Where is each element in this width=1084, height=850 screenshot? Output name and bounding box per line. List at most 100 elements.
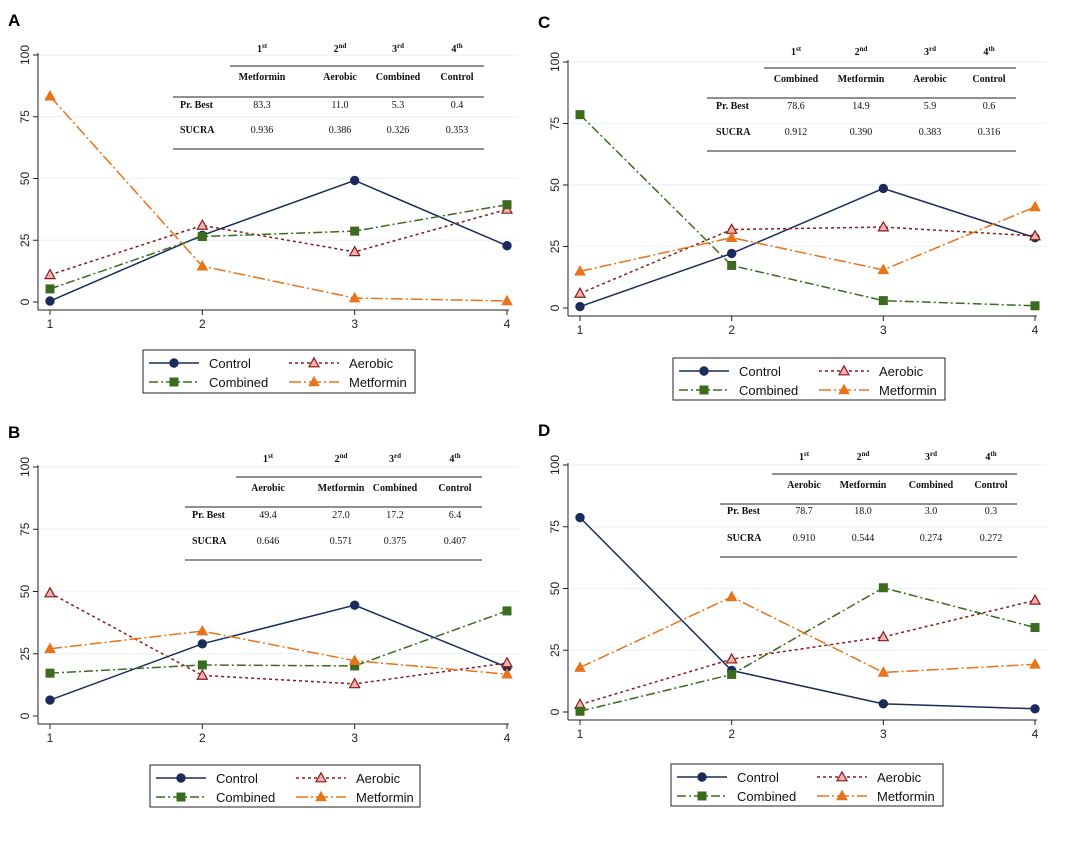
data-point-combined (502, 200, 512, 210)
data-point-control (45, 296, 55, 306)
table-pr-best-value: 0.3 (985, 506, 998, 517)
rank-header: 4th (451, 42, 462, 55)
chart-panel-b: B 0 25 50 75 100 1 2 3 4 1st 2nd 3rd 4th Aerobic Metfor… (8, 423, 519, 808)
data-point-combined (727, 260, 737, 270)
legend-marker-combined (176, 792, 186, 802)
legend-box (672, 357, 946, 401)
legend: Control Aerobic Combined Metformin (142, 349, 416, 394)
rank-header: 4th (985, 450, 996, 463)
panel-label: B (8, 423, 20, 442)
table-row-label: SUCRA (727, 533, 762, 544)
table-treatment: Control (974, 480, 1007, 491)
legend-marker-control (169, 358, 179, 368)
x-tick-label: 1 (47, 731, 54, 745)
table-pr-best-value: 78.6 (787, 101, 805, 112)
legend: Control Aerobic Combined Metformin (670, 763, 944, 807)
table-row-label: Pr. Best (727, 506, 761, 517)
panel-label: D (538, 421, 550, 440)
y-tick-label: 25 (548, 643, 562, 657)
table-treatment: Control (440, 72, 473, 83)
data-point-control (197, 639, 208, 649)
data-point-combined (197, 660, 207, 670)
legend-label-aerobic: Aerobic (356, 771, 401, 786)
rank-header: 2nd (855, 45, 868, 58)
y-tick-label: 50 (548, 178, 562, 192)
y-tick-label: 25 (18, 233, 32, 247)
data-point-combined (575, 706, 585, 716)
data-point-metformin (1029, 658, 1041, 669)
data-point-metformin (196, 259, 209, 271)
table-sucra-value: 0.316 (978, 127, 1001, 138)
table-treatment: Metformin (838, 74, 885, 85)
legend-label-aerobic: Aerobic (877, 770, 922, 785)
series-line-aerobic (49, 592, 508, 685)
x-tick-label: 4 (504, 317, 511, 331)
table-treatment: Control (438, 483, 471, 494)
panel-label: C (538, 13, 550, 32)
data-point-metformin (196, 624, 209, 636)
table-pr-best-value: 14.9 (852, 101, 870, 112)
table-treatment: Aerobic (251, 483, 285, 494)
x-tick-label: 2 (728, 323, 735, 337)
data-point-metformin (574, 661, 586, 672)
table-row-label: SUCRA (192, 536, 227, 547)
legend-label-combined: Combined (216, 790, 275, 805)
y-tick-label: 0 (18, 712, 32, 719)
series-line-metformin (49, 95, 508, 302)
data-point-aerobic (196, 218, 209, 230)
table-pr-best-value: 17.2 (386, 510, 404, 521)
table-sucra-value: 0.326 (387, 125, 410, 136)
y-tick-label: 75 (548, 117, 562, 131)
series-line-aerobic (49, 208, 508, 276)
data-point-aerobic (573, 287, 587, 298)
data-point-metformin (1029, 200, 1041, 212)
data-point-aerobic (43, 586, 57, 598)
legend-marker-metformin (836, 789, 848, 801)
data-point-combined (575, 110, 585, 120)
legend-box (670, 763, 944, 807)
rank-header: 4th (983, 45, 994, 58)
legend-marker-combined (697, 791, 707, 801)
data-point-metformin (501, 667, 513, 679)
rank-header: 1st (791, 45, 802, 58)
rank-header: 1st (799, 450, 810, 463)
data-point-combined (1030, 301, 1040, 311)
y-tick-label: 100 (18, 457, 32, 477)
data-point-aerobic (725, 652, 738, 664)
data-point-aerobic (348, 245, 361, 257)
table-row-label: SUCRA (180, 125, 215, 136)
x-tick-label: 2 (199, 731, 206, 745)
chart-panel-c: C 0 25 50 75 100 1 2 3 4 1st 2nd 3rd 4th Combined Metfo… (538, 13, 1047, 401)
data-point-control (726, 248, 737, 259)
y-tick-label: 75 (18, 522, 32, 536)
table-treatment: Aerobic (787, 480, 821, 491)
rank-header: 2nd (334, 42, 347, 55)
rank-header: 1st (257, 42, 268, 55)
legend-marker-aerobic (837, 364, 851, 376)
x-tick-label: 1 (577, 323, 584, 337)
table-pr-best-value: 0.4 (451, 100, 464, 111)
table-sucra-value: 0.272 (980, 533, 1003, 544)
series-line-metformin (579, 206, 1036, 273)
legend-marker-combined (169, 377, 179, 387)
legend-label-combined: Combined (737, 789, 796, 804)
legend: Control Aerobic Combined Metformin (149, 764, 421, 808)
series-line-control (49, 179, 508, 302)
x-tick-label: 3 (880, 323, 887, 337)
panel-label: A (8, 11, 20, 30)
table-pr-best-value: 18.0 (854, 506, 872, 517)
legend-marker-metformin (315, 790, 327, 802)
legend-label-control: Control (739, 364, 781, 379)
series-line-control (49, 604, 508, 701)
data-point-metformin (44, 90, 56, 101)
data-point-control (575, 512, 585, 523)
table-pr-best-value: 11.0 (331, 100, 348, 111)
table-sucra-value: 0.936 (251, 125, 274, 136)
table-sucra-value: 0.646 (257, 536, 280, 547)
data-point-combined (350, 226, 360, 236)
legend-marker-control (697, 772, 707, 782)
legend-marker-control (699, 366, 709, 376)
table-pr-best-value: 5.3 (392, 100, 405, 111)
series-line-combined (49, 203, 508, 290)
